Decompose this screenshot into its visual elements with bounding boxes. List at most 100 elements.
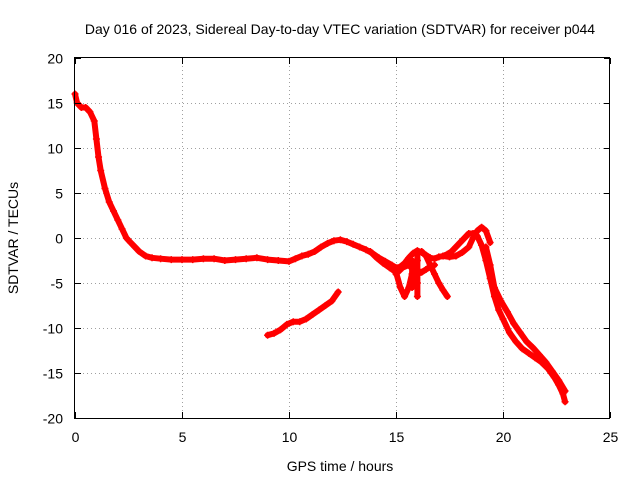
data-point: [105, 198, 113, 206]
data-point: [401, 293, 409, 300]
data-point: [373, 254, 381, 262]
data-point: [555, 376, 563, 384]
x-tick-label: 5: [179, 429, 187, 445]
data-point: [469, 234, 477, 242]
data-point: [289, 318, 297, 326]
data-point: [270, 329, 278, 337]
data-point: [439, 252, 447, 260]
data-point: [413, 293, 421, 300]
series-spike-15.8: [408, 257, 416, 291]
data-point: [92, 135, 100, 143]
data-point: [199, 255, 207, 263]
data-point: [127, 239, 135, 246]
data-point: [505, 329, 513, 336]
data-point: [298, 252, 306, 260]
data-point: [446, 253, 453, 261]
data-point: [274, 257, 282, 264]
data-point: [542, 358, 550, 366]
data-point: [535, 351, 543, 359]
data-point: [525, 349, 533, 357]
data-point: [349, 240, 357, 248]
chart-title: Day 016 of 2023, Sidereal Day-to-day VTE…: [85, 21, 595, 37]
data-point: [302, 315, 310, 323]
data-point: [253, 254, 261, 262]
data-point: [296, 318, 304, 326]
data-point: [321, 302, 329, 309]
data-point: [482, 243, 490, 251]
data-point: [264, 331, 272, 339]
data-point: [465, 243, 473, 251]
data-point: [110, 207, 118, 215]
data-point: [523, 338, 531, 345]
data-point: [503, 308, 511, 316]
data-point: [82, 104, 90, 111]
data-point: [135, 248, 143, 255]
data-point: [101, 185, 109, 192]
data-point: [398, 264, 406, 272]
data-point: [142, 252, 150, 260]
data-point: [386, 264, 394, 272]
data-point: [490, 284, 498, 291]
data-point: [422, 266, 430, 273]
data-point: [356, 243, 364, 251]
data-point: [529, 344, 537, 352]
data-point: [157, 255, 165, 263]
data-point: [510, 320, 518, 327]
data-point: [324, 239, 332, 247]
series-lower-branch: [264, 288, 342, 339]
data-point: [167, 256, 175, 264]
data-point: [315, 306, 323, 314]
y-tick-label: 0: [55, 231, 63, 247]
data-point: [460, 234, 468, 242]
data-point: [512, 338, 520, 345]
series-branch-16-17: [418, 248, 451, 300]
x-tick-label: 0: [72, 429, 80, 445]
data-point: [118, 225, 126, 233]
data-point: [452, 243, 460, 251]
data-point: [458, 248, 466, 256]
data-point: [408, 284, 416, 291]
series-line: [72, 91, 569, 405]
y-tick-label: -15: [43, 366, 63, 382]
data-point: [309, 311, 317, 318]
data-point: [285, 257, 293, 265]
data-point: [473, 227, 481, 235]
data-point: [276, 326, 284, 334]
series-line: [482, 244, 569, 394]
y-tick-label: 10: [47, 141, 63, 157]
data-point: [311, 248, 319, 255]
data-point: [561, 398, 569, 406]
x-tick-label: 15: [389, 429, 405, 445]
y-tick-label: 5: [55, 186, 63, 202]
data-point: [518, 345, 526, 353]
data-point: [431, 270, 439, 278]
data-point: [516, 329, 524, 336]
y-tick-label: -10: [43, 321, 63, 337]
data-point: [291, 255, 299, 263]
data-point: [304, 250, 312, 258]
data-point: [334, 288, 342, 296]
data-point: [86, 108, 94, 116]
y-axis-label: SDTVAR / TECUs: [5, 182, 21, 294]
data-point: [242, 255, 250, 263]
y-tick-label: 20: [47, 51, 63, 67]
data-point: [531, 354, 539, 362]
data-point: [97, 167, 105, 174]
data-point: [478, 223, 486, 231]
data-point: [283, 320, 291, 328]
data-point: [431, 255, 439, 263]
data-point: [497, 297, 505, 305]
data-point: [561, 387, 569, 395]
y-tick-label: 15: [47, 96, 63, 112]
data-point: [317, 243, 325, 251]
data-point: [422, 252, 430, 260]
data-point: [486, 261, 494, 269]
tick-layer: 0 5 10 15 20 25 -20 -15 -10 -5 0 5 10 15 20: [43, 51, 619, 446]
data-point: [178, 256, 186, 264]
grid-layer: [75, 58, 610, 418]
data-point: [408, 257, 416, 264]
data-point: [499, 315, 507, 323]
data-point: [114, 216, 122, 224]
data-layer: [71, 90, 569, 406]
